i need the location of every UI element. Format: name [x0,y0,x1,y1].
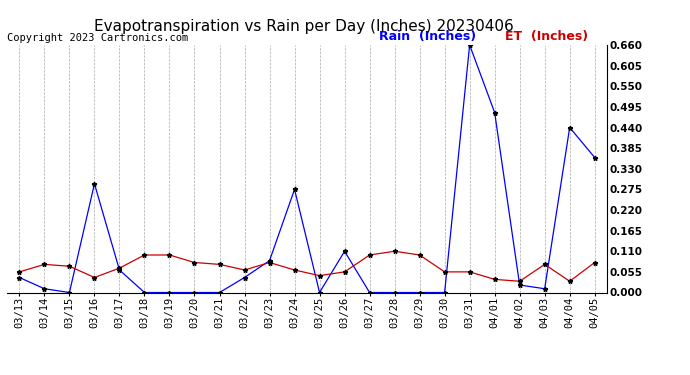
Text: Copyright 2023 Cartronics.com: Copyright 2023 Cartronics.com [7,33,188,42]
Text: Rain  (Inches): Rain (Inches) [379,30,476,42]
Text: Evapotranspiration vs Rain per Day (Inches) 20230406: Evapotranspiration vs Rain per Day (Inch… [94,19,513,34]
Text: ET  (Inches): ET (Inches) [505,30,589,42]
